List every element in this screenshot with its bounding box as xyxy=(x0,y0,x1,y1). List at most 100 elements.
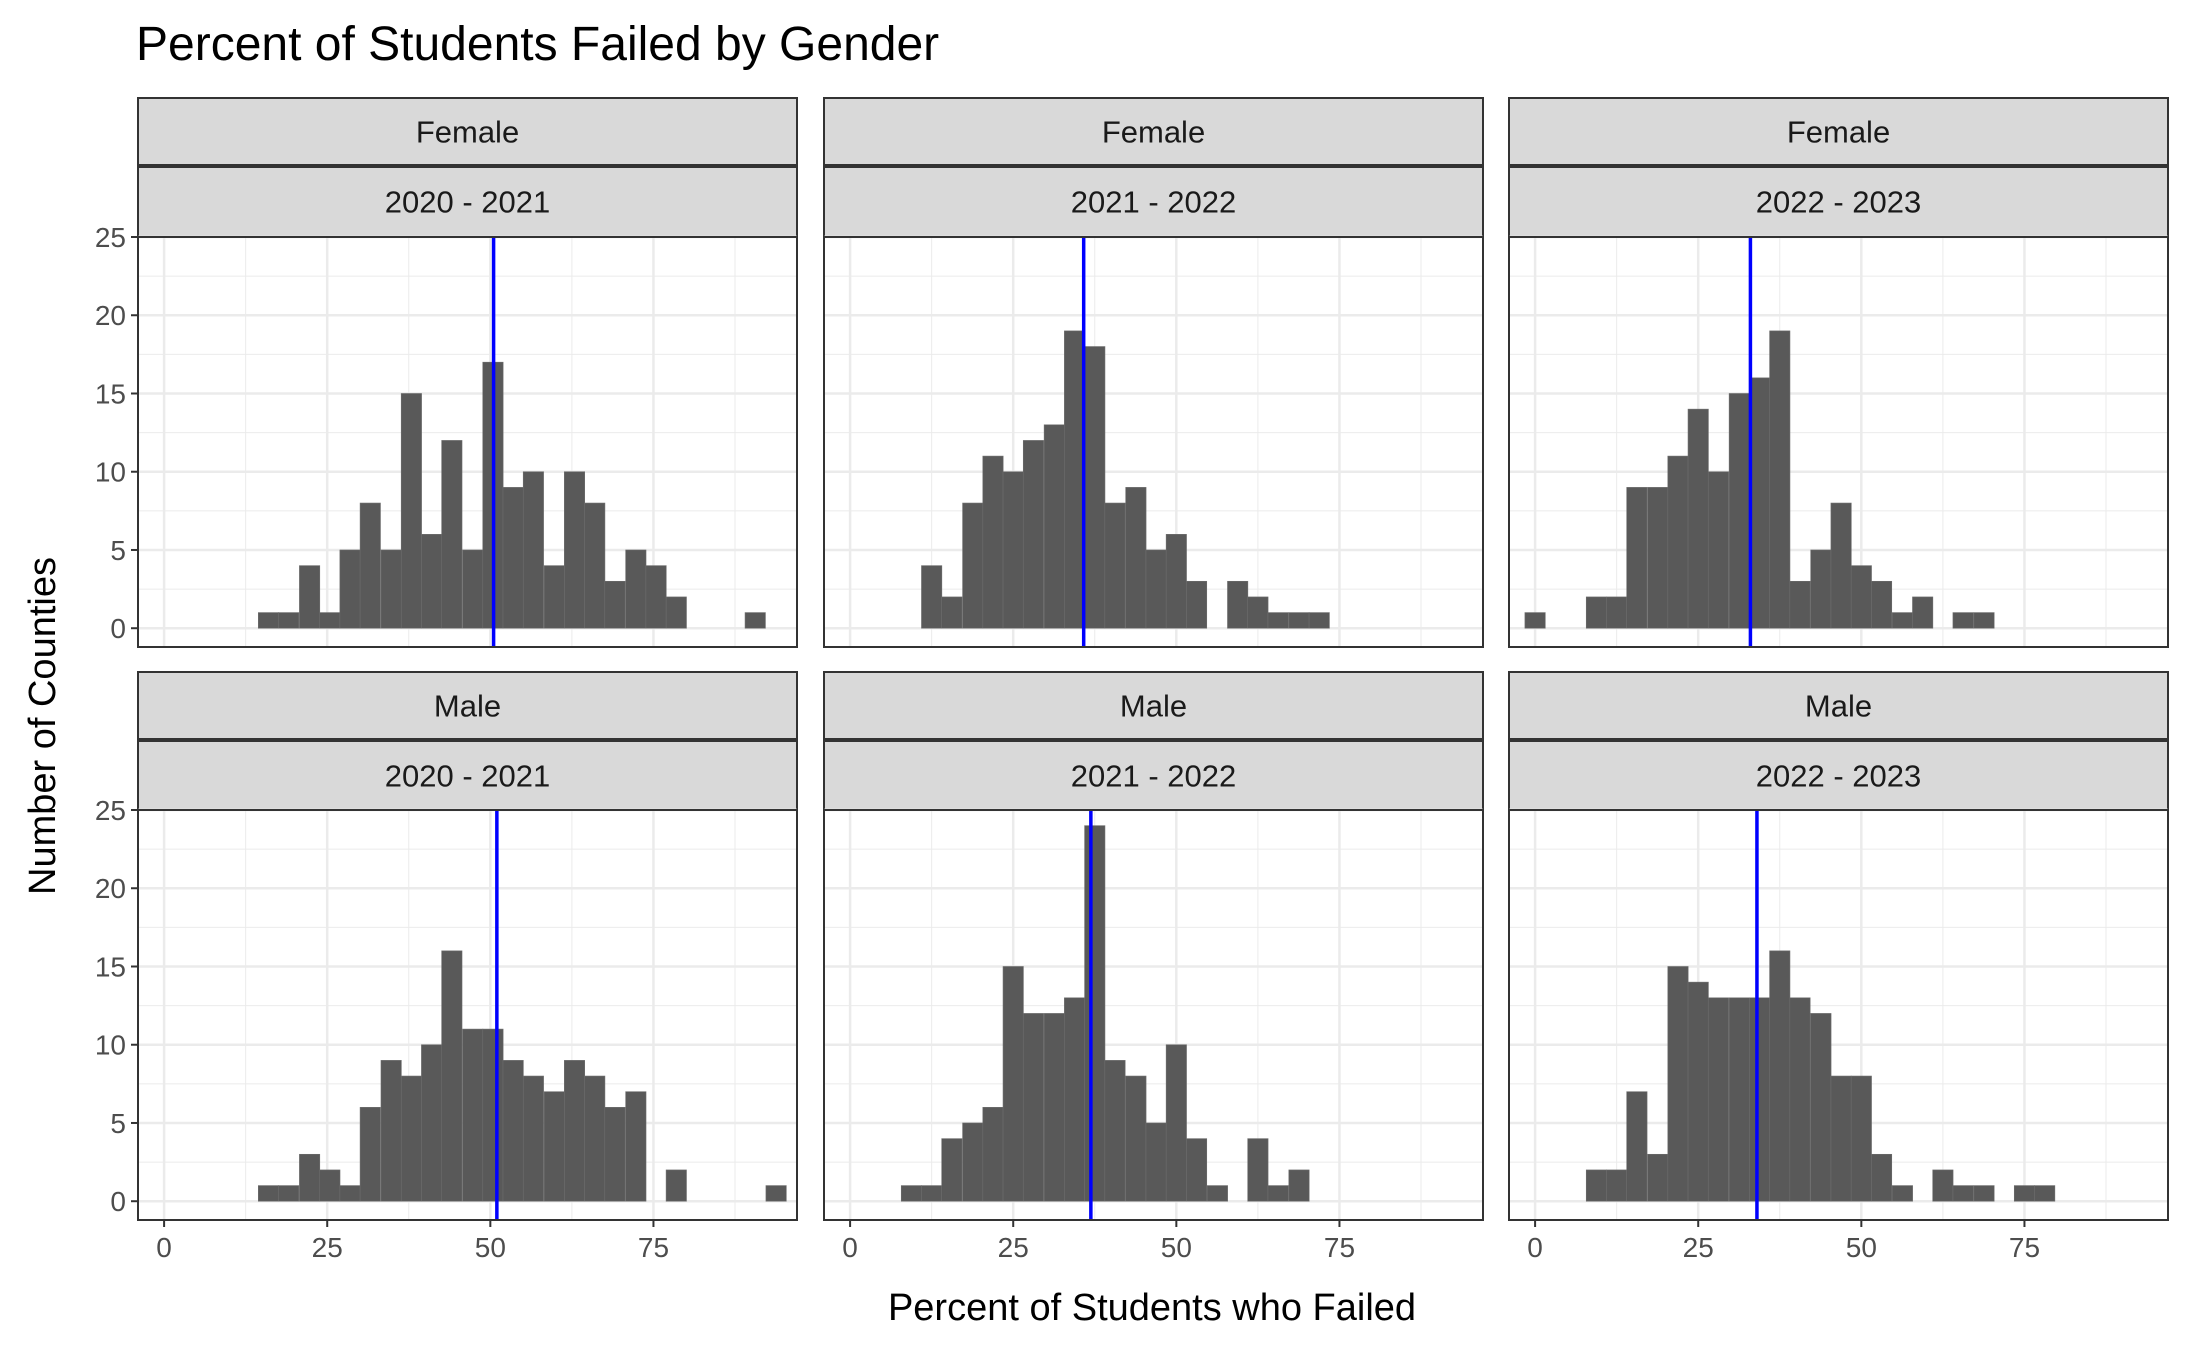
strip-gender-box xyxy=(1508,97,2169,166)
y-tick-label: 0 xyxy=(110,1186,126,1217)
histogram-bar xyxy=(1165,1044,1187,1202)
histogram-bar xyxy=(1912,596,1934,629)
histogram-bar xyxy=(1606,1169,1628,1202)
panel-border xyxy=(1508,809,2169,1221)
histogram-bar xyxy=(1002,966,1024,1202)
histogram-bar xyxy=(400,393,422,629)
panels-layer: Female 2020 - 2021 0 5 10 15 20 25 Female 2021 - … xyxy=(95,97,2169,1263)
x-tick-label: 25 xyxy=(998,1232,1029,1263)
histogram-bar xyxy=(921,1185,943,1202)
strip-year-box xyxy=(823,166,1484,238)
panel-border xyxy=(823,236,1484,648)
histogram-bar xyxy=(1022,1013,1044,1202)
histogram-bar xyxy=(339,549,361,629)
facet-panel: Female 2022 - 2023 xyxy=(1508,97,2169,648)
x-tick-label: 75 xyxy=(2009,1232,2040,1263)
histogram-bar xyxy=(400,1075,422,1202)
histogram-bar xyxy=(1022,440,1044,629)
histogram-bar xyxy=(278,612,300,629)
histogram-bar xyxy=(522,471,544,629)
histogram-bar xyxy=(1626,1091,1648,1202)
histogram-bar xyxy=(1064,997,1086,1202)
panel-border xyxy=(1508,236,2169,648)
histogram-bar xyxy=(1707,471,1729,629)
histogram-bar xyxy=(564,1060,585,1202)
histogram-bar xyxy=(421,1044,443,1202)
histogram-bar xyxy=(1667,966,1689,1202)
histogram-bar xyxy=(1952,612,1974,629)
histogram-bar xyxy=(299,565,321,629)
strip-gender-label: Male xyxy=(1805,689,1872,724)
histogram-bar xyxy=(1064,330,1086,629)
histogram-bar xyxy=(625,1091,647,1202)
strip-year-box xyxy=(137,166,798,238)
facet-panel: Male 2021 - 2022 0 25 50 75 xyxy=(823,671,1484,1263)
chart-title: Percent of Students Failed by Gender xyxy=(136,18,939,71)
facet-panel: Female 2020 - 2021 0 5 10 15 20 25 xyxy=(95,97,798,648)
histogram-bar xyxy=(462,549,484,629)
strip-year-box xyxy=(1508,166,2169,238)
x-tick-label: 50 xyxy=(1161,1232,1192,1263)
histogram-bar xyxy=(744,612,766,629)
histogram-bar xyxy=(1247,1138,1269,1202)
histogram-bar xyxy=(359,1107,381,1202)
histogram-bar xyxy=(1871,1153,1893,1202)
histogram-bar xyxy=(502,1060,524,1202)
x-tick-label: 75 xyxy=(638,1232,669,1263)
histogram-bar xyxy=(278,1185,300,1202)
facet-panel: Male 2020 - 2021 0 5 10 15 20 25 0 25 50 75 xyxy=(95,671,798,1263)
histogram-bar xyxy=(1104,1060,1126,1202)
strip-gender-box xyxy=(823,97,1484,166)
histogram-bar xyxy=(1830,1075,1852,1202)
histogram-bar xyxy=(665,596,687,629)
y-tick-label: 0 xyxy=(110,613,126,644)
histogram-bar xyxy=(1585,1169,1607,1202)
y-tick-label: 25 xyxy=(95,222,126,253)
strip-gender-label: Male xyxy=(1120,689,1187,724)
histogram-bar xyxy=(339,1185,361,1202)
histogram-bar xyxy=(1626,487,1648,629)
strip-gender-box xyxy=(137,97,798,166)
histogram-bar xyxy=(665,1169,687,1202)
histogram-bar xyxy=(319,612,341,629)
x-axis-title: Percent of Students who Failed xyxy=(888,1287,1416,1329)
histogram-bar xyxy=(1769,950,1791,1202)
strip-year-label: 2020 - 2021 xyxy=(385,759,550,794)
y-tick-label: 20 xyxy=(95,873,126,904)
histogram-bar xyxy=(380,1060,402,1202)
histogram-bar xyxy=(604,1107,626,1202)
histogram-bar xyxy=(645,565,667,629)
histogram-bar xyxy=(1769,330,1791,629)
histogram-bar xyxy=(1728,997,1750,1202)
histogram-bar xyxy=(941,596,963,629)
strip-year-label: 2021 - 2022 xyxy=(1071,759,1236,794)
histogram-bar xyxy=(1002,471,1024,629)
histogram-bar xyxy=(1850,565,1872,629)
histogram-bar xyxy=(1084,346,1106,629)
histogram-bar xyxy=(1606,596,1628,629)
strip-year-label: 2020 - 2021 xyxy=(385,185,550,220)
x-tick-label: 0 xyxy=(1527,1232,1543,1263)
histogram-bar xyxy=(1647,1153,1669,1202)
histogram-bar xyxy=(982,455,1004,629)
histogram-bar xyxy=(1932,1169,1954,1202)
y-tick-label: 20 xyxy=(95,300,126,331)
histogram-bar xyxy=(482,1028,504,1202)
strip-year-label: 2022 - 2023 xyxy=(1756,185,1921,220)
histogram-bar xyxy=(1707,997,1729,1202)
histogram-bar xyxy=(441,950,463,1202)
histogram-bar xyxy=(522,1075,544,1202)
histogram-bar xyxy=(625,549,647,629)
histogram-bar xyxy=(258,1185,279,1202)
histogram-bar xyxy=(319,1169,341,1202)
histogram-bar xyxy=(1891,612,1913,629)
histogram-bar xyxy=(584,502,606,629)
histogram-bar xyxy=(765,1185,787,1202)
histogram-bar xyxy=(1789,997,1811,1202)
histogram-bar xyxy=(1647,487,1669,629)
histogram-bar xyxy=(564,471,585,629)
x-tick-label: 0 xyxy=(842,1232,858,1263)
histogram-bar xyxy=(1288,612,1310,629)
histogram-bar xyxy=(1749,377,1771,629)
